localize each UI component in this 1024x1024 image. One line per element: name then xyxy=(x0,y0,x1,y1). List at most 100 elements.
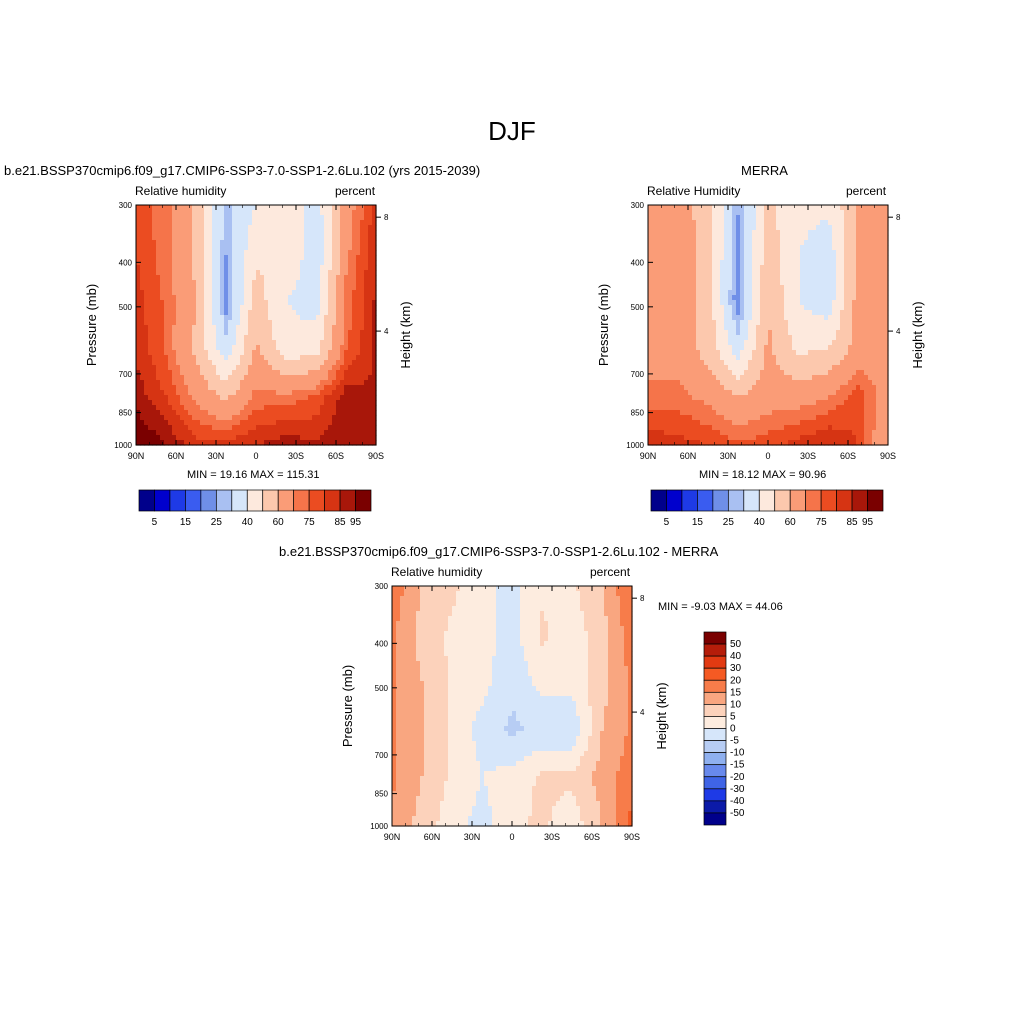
contour-cell xyxy=(312,330,317,336)
contour-cell xyxy=(308,440,313,446)
contour-cell xyxy=(720,255,725,261)
contour-cell xyxy=(200,210,205,216)
contour-cell xyxy=(712,215,717,221)
contour-cell xyxy=(288,385,293,391)
contour-cell xyxy=(284,235,289,241)
contour-cell xyxy=(316,375,321,381)
contour-cell xyxy=(228,390,233,396)
contour-cell xyxy=(684,350,689,356)
contour-cell xyxy=(180,215,185,221)
contour-cell xyxy=(660,320,665,326)
contour-cell xyxy=(668,320,673,326)
contour-cell xyxy=(648,320,653,326)
contour-cell xyxy=(160,380,165,386)
contour-cell xyxy=(868,245,873,251)
contour-cell xyxy=(348,245,353,251)
contour-cell xyxy=(664,330,669,336)
contour-cell xyxy=(328,415,333,421)
contour-cell xyxy=(296,400,301,406)
contour-cell xyxy=(256,365,261,371)
contour-cell xyxy=(136,355,141,361)
contour-cell xyxy=(720,325,725,331)
contour-cell xyxy=(140,205,145,211)
contour-cell xyxy=(308,370,313,376)
contour-cell xyxy=(216,235,221,241)
contour-cell xyxy=(836,345,841,351)
contour-cell xyxy=(304,440,309,446)
contour-cell xyxy=(740,260,745,266)
contour-cell xyxy=(192,375,197,381)
contour-cell xyxy=(176,395,181,401)
contour-cell xyxy=(244,205,249,211)
contour-cell xyxy=(840,235,845,241)
contour-cell xyxy=(312,335,317,341)
contour-cell xyxy=(700,210,705,216)
contour-cell xyxy=(744,260,749,266)
contour-cell xyxy=(796,285,801,291)
contour-cell xyxy=(316,270,321,276)
contour-cell xyxy=(332,235,337,241)
contour-cell xyxy=(204,210,209,216)
contour-cell xyxy=(676,210,681,216)
contour-cell xyxy=(192,235,197,241)
contour-cell xyxy=(856,305,861,311)
contour-cell xyxy=(244,440,249,446)
contour-cell xyxy=(688,215,693,221)
contour-cell xyxy=(308,255,313,261)
contour-cell xyxy=(296,315,301,321)
contour-cell xyxy=(296,390,301,396)
contour-cell xyxy=(348,270,353,276)
contour-cell xyxy=(236,225,241,231)
contour-cell xyxy=(172,395,177,401)
contour-cell xyxy=(272,280,277,286)
contour-cell xyxy=(852,290,857,296)
contour-cell xyxy=(796,255,801,261)
contour-cell xyxy=(748,335,753,341)
contour-cell xyxy=(220,305,225,311)
contour-cell xyxy=(876,330,881,336)
contour-cell xyxy=(276,235,281,241)
contour-cell xyxy=(288,300,293,306)
contour-cell xyxy=(224,265,229,271)
contour-cell xyxy=(304,290,309,296)
contour-cell xyxy=(136,370,141,376)
contour-cell xyxy=(656,240,661,246)
contour-cell xyxy=(280,215,285,221)
contour-cell xyxy=(172,275,177,281)
contour-cell xyxy=(184,280,189,286)
contour-cell xyxy=(200,220,205,226)
contour-cell xyxy=(316,210,321,216)
contour-cell xyxy=(312,285,317,291)
contour-cell xyxy=(292,235,297,241)
contour-cell xyxy=(664,290,669,296)
contour-cell xyxy=(284,215,289,221)
contour-cell xyxy=(368,410,373,416)
contour-cell xyxy=(320,220,325,226)
contour-cell xyxy=(788,300,793,306)
contour-cell xyxy=(336,365,341,371)
contour-cell xyxy=(232,320,237,326)
contour-cell xyxy=(300,335,305,341)
contour-cell xyxy=(332,395,337,401)
contour-cell xyxy=(136,240,141,246)
contour-cell xyxy=(236,245,241,251)
contour-cell xyxy=(300,375,305,381)
contour-cell xyxy=(828,325,833,331)
contour-cell xyxy=(184,390,189,396)
contour-cell xyxy=(676,345,681,351)
contour-cell xyxy=(316,295,321,301)
contour-cell xyxy=(208,270,213,276)
contour-cell xyxy=(876,265,881,271)
contour-cell xyxy=(780,355,785,361)
contour-cell xyxy=(264,345,269,351)
contour-cell xyxy=(684,250,689,256)
contour-cell xyxy=(168,405,173,411)
contour-cell xyxy=(848,260,853,266)
contour-cell xyxy=(672,350,677,356)
contour-cell xyxy=(140,345,145,351)
contour-cell xyxy=(308,290,313,296)
contour-cell xyxy=(784,215,789,221)
contour-cell xyxy=(324,325,329,331)
contour-cell xyxy=(372,230,377,236)
contour-cell xyxy=(164,375,169,381)
